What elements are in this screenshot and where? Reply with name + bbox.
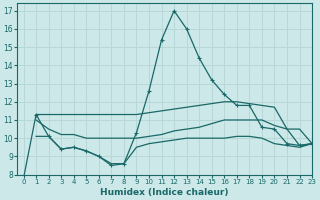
X-axis label: Humidex (Indice chaleur): Humidex (Indice chaleur) xyxy=(100,188,229,197)
